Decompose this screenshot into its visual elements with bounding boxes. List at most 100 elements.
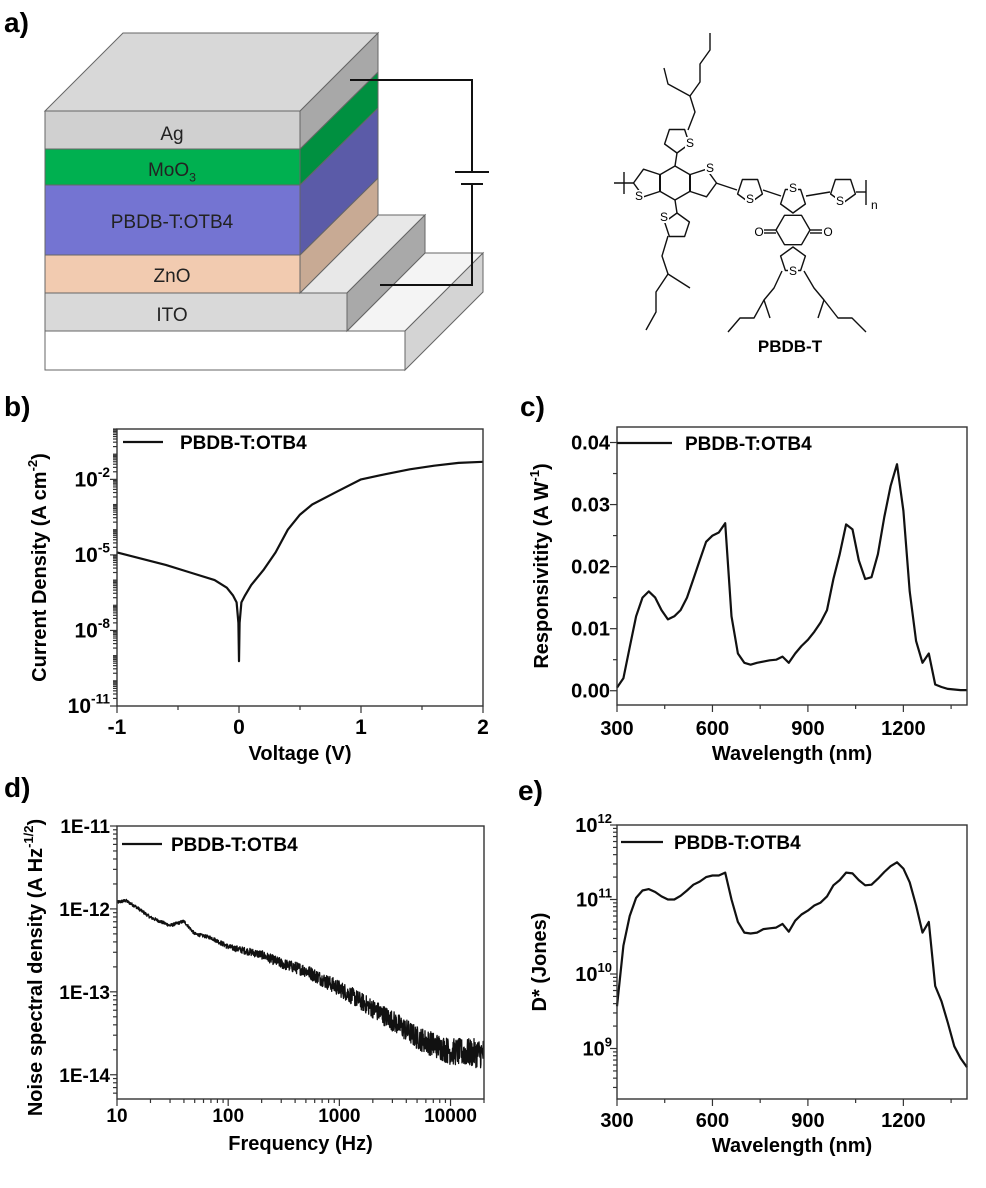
thiophene-ring: [736, 178, 764, 204]
layer-label-active: PBDB-T:OTB4: [111, 212, 234, 233]
x-tick-label: 600: [696, 718, 729, 740]
x-tick-label: 600: [696, 1110, 729, 1132]
ag-top: [43, 32, 380, 112]
sulfur-atom-label: S: [706, 161, 714, 175]
series-line: [616, 463, 967, 692]
x-tick-label: 1200: [881, 1110, 926, 1132]
y-axis-title: D* (Jones): [529, 913, 551, 1012]
y-tick-label: 1010: [575, 960, 612, 986]
oxygen-atom-label: O: [754, 225, 763, 239]
panel-label-d: d): [4, 772, 30, 803]
sulfur-atom-label: S: [789, 181, 797, 195]
layer-label-ag: Ag: [160, 124, 183, 145]
alkyl-chain: [663, 67, 691, 97]
panel-label-a: a): [4, 7, 29, 38]
alkyl-chain: [803, 270, 867, 333]
y-tick-label: 10-8: [75, 616, 111, 642]
sulfur-atom-label: S: [660, 210, 668, 224]
y-tick-label: 1E-11: [60, 817, 110, 838]
bond: [674, 152, 678, 167]
substrate-front: [44, 330, 406, 371]
legend: PBDB-T:OTB4: [617, 434, 812, 455]
y-axis-title: Noise spectral density (A Hz-1/2): [21, 819, 47, 1116]
ito-front: [44, 292, 348, 332]
layer-label-moo3: MoO3: [148, 160, 196, 185]
alkyl-chain: [661, 235, 691, 289]
x-axis-title: Frequency (Hz): [228, 1133, 372, 1155]
plot-frame: [116, 825, 485, 1100]
legend-label: PBDB-T:OTB4: [171, 835, 298, 856]
chart-c: 300 600 900 1200 0.00 0.01 0.02 0.03 0.04 PBDB-T:…: [527, 426, 968, 765]
series-line: [116, 898, 485, 1069]
structure-name: PBDB-T: [758, 337, 823, 356]
plot-frame: [616, 426, 968, 706]
circuit-wire: [350, 79, 473, 286]
battery-icon: [455, 171, 489, 185]
thiophene-ring: [829, 178, 857, 204]
y-tick-label: 10-5: [75, 541, 111, 567]
bond: [805, 191, 831, 197]
chart-e: 300 600 900 1200 109 1010 1011 1012 PBDB-T:OTB4 W…: [529, 811, 968, 1157]
x-tick-label: 10000: [424, 1106, 477, 1127]
chart-d: 10 100 1000 10000 1E-11 1E-12 1E-13 1E-14 PBDB-T…: [21, 817, 485, 1155]
x-tick-label: -1: [108, 716, 127, 739]
x-tick-label: 1: [355, 716, 367, 739]
x-tick-label: 300: [600, 1110, 633, 1132]
y-tick-label: 0.00: [571, 681, 610, 703]
legend: PBDB-T:OTB4: [122, 835, 298, 856]
layer-label-ito: ITO: [156, 305, 187, 326]
x-tick-label: 300: [600, 718, 633, 740]
bond: [715, 182, 738, 191]
ito-side: [346, 213, 426, 333]
sulfur-atom-label: S: [686, 136, 694, 150]
y-tick-label: 10-11: [68, 692, 111, 718]
x-tick-label: 2: [477, 716, 489, 739]
y-tick-label: 1012: [575, 811, 612, 837]
repeat-unit-label: n: [871, 198, 878, 212]
alkyl-chain: [687, 33, 711, 131]
y-tick-label: 1E-14: [59, 1066, 110, 1087]
chart-b: -1 0 1 2 10-11 10-8 10-5 10-2 PBDB-T:OTB4 Voltage…: [25, 428, 489, 765]
x-tick-label: 10: [106, 1106, 127, 1127]
oxygen-atom-label: O: [823, 225, 832, 239]
x-tick-label: 1200: [881, 718, 926, 740]
x-tick-label: 100: [212, 1106, 244, 1127]
alkyl-chain: [763, 299, 771, 319]
x-axis-title: Wavelength (nm): [712, 743, 872, 765]
legend-label: PBDB-T:OTB4: [685, 434, 812, 455]
y-tick-label: 0.01: [571, 619, 610, 641]
x-tick-label: 900: [791, 718, 824, 740]
alkyl-chain: [727, 270, 783, 333]
y-tick-label: 1E-12: [59, 900, 110, 921]
sulfur-atom-label: S: [789, 264, 797, 278]
legend-label: PBDB-T:OTB4: [180, 433, 307, 454]
x-axis-title: Wavelength (nm): [712, 1135, 872, 1157]
sulfur-atom-label: S: [635, 189, 643, 203]
charts: -1 0 1 2 10-11 10-8 10-5 10-2 PBDB-T:OTB4 Voltage…: [21, 426, 968, 1157]
panel-label-e: e): [518, 775, 543, 806]
alkyl-chain: [817, 299, 825, 319]
substrate-side: [404, 251, 484, 372]
legend-label: PBDB-T:OTB4: [674, 833, 801, 854]
layer-label-zno: ZnO: [154, 266, 191, 287]
panel-label-c: c): [520, 391, 545, 422]
y-tick-label: 1E-13: [59, 983, 110, 1004]
quinone-ring: [775, 214, 811, 246]
legend: PBDB-T:OTB4: [123, 433, 307, 454]
sulfur-atom-label: S: [746, 192, 754, 206]
y-tick-label: 1011: [576, 886, 612, 912]
x-axis-title: Voltage (V): [249, 743, 352, 765]
y-tick-label: 0.03: [571, 495, 610, 517]
y-axis-title: Current Density (A cm-2): [25, 453, 51, 682]
y-tick-label: 109: [583, 1035, 612, 1061]
x-tick-label: 0: [233, 716, 245, 739]
alkyl-chain: [645, 273, 669, 331]
y-tick-label: 0.02: [571, 557, 610, 579]
y-tick-label: 10-2: [75, 465, 111, 491]
x-tick-label: 1000: [318, 1106, 360, 1127]
x-tick-label: 900: [791, 1110, 824, 1132]
y-axis-title: Responsivitity (A W-1): [527, 463, 553, 668]
